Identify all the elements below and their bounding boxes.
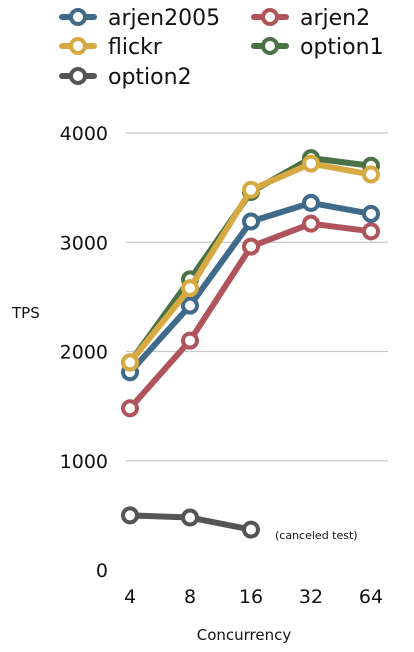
legend-entry-option2: option2: [59, 65, 192, 90]
x-tick-label: 32: [299, 586, 323, 608]
data-point-flickr: [181, 279, 199, 298]
legend-entry-arjen2005: arjen2005: [59, 6, 220, 31]
y-tick-label: 0: [96, 560, 108, 582]
series-option2: [121, 506, 260, 539]
data-point-arjen2005: [362, 204, 380, 223]
data-point-arjen2: [302, 214, 320, 233]
y-axis-label: TPS: [11, 304, 40, 322]
annotation-canceled-test: (canceled test): [275, 529, 358, 542]
data-point-arjen2: [181, 331, 199, 350]
legend-swatch-marker: [261, 8, 279, 26]
x-tick-label: 8: [184, 586, 196, 608]
data-point-arjen2: [121, 399, 139, 418]
legend-label: flickr: [108, 35, 163, 60]
y-tick-label: 3000: [60, 232, 108, 254]
data-point-arjen2: [362, 222, 380, 241]
y-tick-label: 2000: [60, 342, 108, 364]
series-arjen2: [121, 214, 380, 418]
y-tick-label: 1000: [60, 451, 108, 473]
legend-label: arjen2005: [108, 6, 220, 31]
legend-swatch-marker: [261, 37, 279, 55]
data-point-option2: [242, 520, 260, 539]
x-axis-label: Concurrency: [197, 626, 292, 644]
legend-swatch-marker: [69, 8, 87, 26]
data-point-flickr: [242, 180, 260, 199]
series-arjen2005: [121, 193, 380, 382]
legend-entry-flickr: flickr: [59, 35, 163, 60]
legend-label: arjen2: [300, 6, 370, 31]
data-point-flickr: [302, 154, 320, 173]
legend-label: option1: [300, 35, 384, 60]
data-point-arjen2: [242, 237, 260, 256]
y-tick-label: 4000: [60, 123, 108, 145]
data-point-arjen2005: [181, 296, 199, 315]
data-point-arjen2005: [242, 212, 260, 231]
legend-label: option2: [108, 65, 192, 90]
legend-swatch-marker: [69, 37, 87, 55]
x-tick-label: 64: [359, 586, 383, 608]
x-axis-ticks: 4 8 16 32 64: [124, 586, 383, 608]
x-tick-label: 16: [239, 586, 263, 608]
series-flickr: [121, 154, 380, 372]
x-tick-label: 4: [124, 586, 136, 608]
gridlines: [126, 132, 388, 462]
legend-entry-arjen2: arjen2: [251, 6, 370, 31]
data-point-option2: [181, 508, 199, 527]
legend-swatch-marker: [69, 67, 87, 85]
legend-entry-option1: option1: [251, 35, 384, 60]
data-point-flickr: [121, 353, 139, 372]
data-point-arjen2005: [302, 193, 320, 212]
legend: arjen2005 arjen2 flickr option1 option2: [59, 6, 384, 90]
data-point-flickr: [362, 165, 380, 184]
series-layer: [121, 149, 380, 539]
y-axis-ticks: 0 1000 2000 3000 4000: [60, 123, 108, 582]
data-point-option2: [121, 506, 139, 525]
